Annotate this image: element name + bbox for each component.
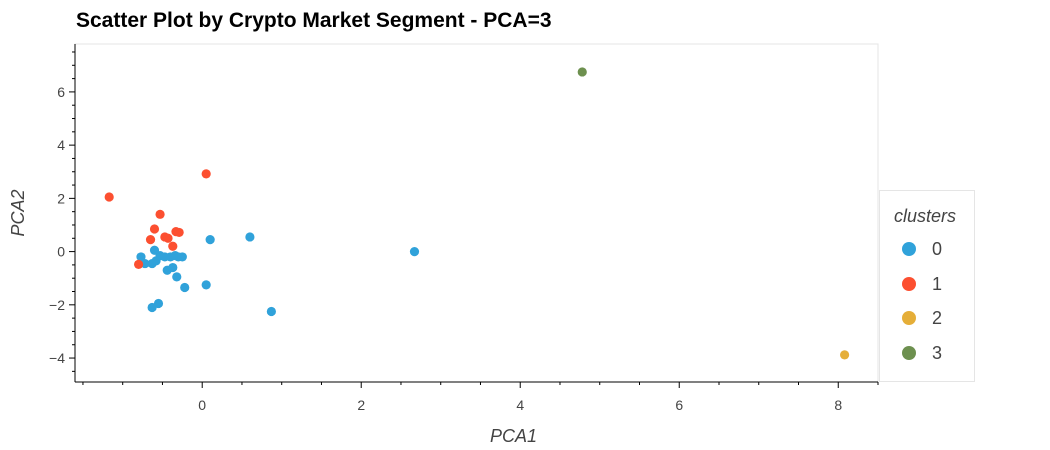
axes: 0 2 4 6 8 −4 −2 0 2 4 6 PCA1 PCA2 xyxy=(8,43,879,446)
legend-item-1: 1 xyxy=(902,274,942,294)
x-tick-label: 6 xyxy=(675,397,683,413)
x-tick-label: 0 xyxy=(198,397,206,413)
y-tick-label: 4 xyxy=(57,137,65,153)
y-tick-label: −2 xyxy=(49,297,65,313)
data-point-cluster-0 xyxy=(177,252,187,262)
legend: clusters 0 1 2 3 xyxy=(879,190,975,382)
x-tick-label: 8 xyxy=(834,397,842,413)
y-tick-label: 2 xyxy=(57,190,65,206)
data-point-cluster-1 xyxy=(163,233,173,243)
data-point-cluster-2 xyxy=(840,350,850,360)
data-point-cluster-0 xyxy=(136,252,146,262)
data-point-cluster-1 xyxy=(168,241,178,251)
data-point-cluster-1 xyxy=(145,235,156,245)
data-point-cluster-0 xyxy=(172,272,182,282)
data-point-cluster-0 xyxy=(180,282,190,293)
chart-title: Scatter Plot by Crypto Market Segment - … xyxy=(76,9,552,32)
legend-label-1: 1 xyxy=(932,273,943,294)
data-point-cluster-1 xyxy=(174,227,184,238)
data-point-cluster-0 xyxy=(266,306,276,317)
data-point-cluster-1 xyxy=(155,209,165,219)
x-tick-label: 2 xyxy=(357,397,365,413)
legend-title: clusters xyxy=(894,206,957,226)
legend-label-0: 0 xyxy=(932,238,943,259)
data-point-cluster-1 xyxy=(104,192,114,202)
legend-item-2: 2 xyxy=(902,308,942,328)
legend-swatch-0 xyxy=(902,242,916,256)
y-tick-label: 6 xyxy=(57,84,65,100)
data-point-cluster-1 xyxy=(134,259,144,269)
data-point-cluster-0 xyxy=(168,262,178,273)
plot-frame xyxy=(74,43,879,383)
legend-item-3: 3 xyxy=(902,343,942,363)
data-point-cluster-1 xyxy=(149,224,160,234)
x-tick-label: 4 xyxy=(516,397,524,413)
data-point-cluster-0 xyxy=(201,280,211,290)
legend-item-0: 0 xyxy=(902,239,942,259)
data-point-cluster-0 xyxy=(147,302,157,313)
data-point-cluster-3 xyxy=(577,67,587,77)
legend-label-3: 3 xyxy=(932,342,943,363)
data-point-cluster-0 xyxy=(409,246,420,257)
x-axis-title: PCA1 xyxy=(490,426,537,446)
data-point-cluster-0 xyxy=(205,235,215,245)
legend-label-2: 2 xyxy=(932,307,943,328)
y-tick-label: −4 xyxy=(49,350,65,366)
y-axis-title: PCA2 xyxy=(8,189,28,236)
legend-swatch-1 xyxy=(902,277,916,291)
legend-swatch-2 xyxy=(902,311,916,325)
data-point-cluster-0 xyxy=(245,232,255,242)
data-point-cluster-1 xyxy=(201,169,211,179)
y-tick-label: 0 xyxy=(57,244,65,260)
data-points xyxy=(104,67,850,360)
legend-swatch-3 xyxy=(902,346,916,360)
